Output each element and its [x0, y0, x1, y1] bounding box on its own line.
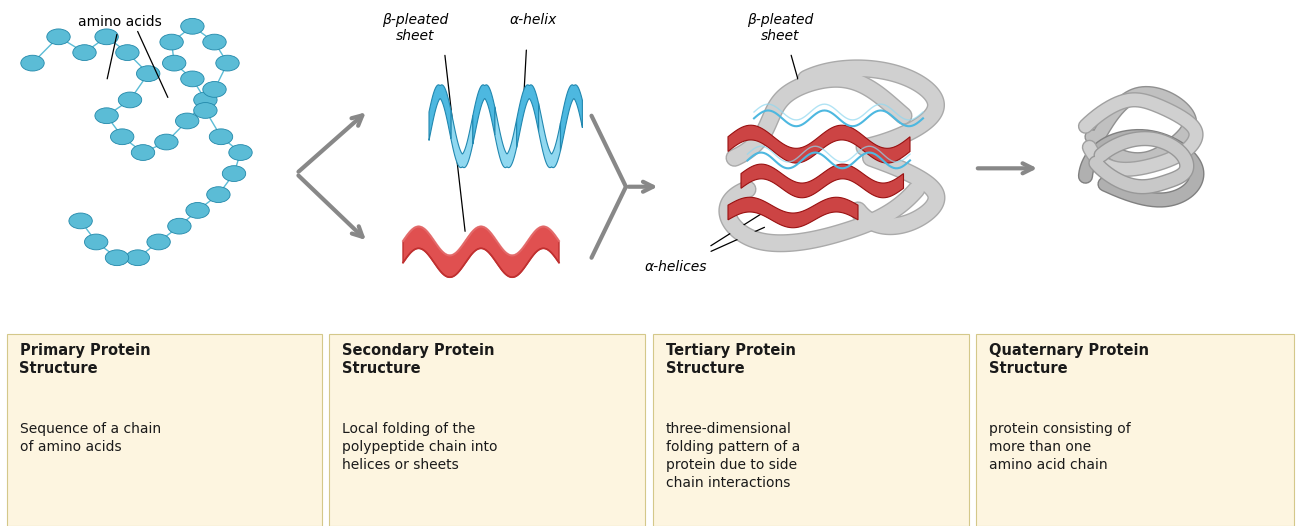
Ellipse shape [203, 34, 226, 50]
Polygon shape [451, 110, 473, 168]
Text: Secondary Protein
Structure: Secondary Protein Structure [342, 343, 494, 377]
Ellipse shape [162, 55, 186, 71]
Text: α-helices: α-helices [645, 260, 707, 275]
Text: three-dimensional
folding pattern of a
protein due to side
chain interactions: three-dimensional folding pattern of a p… [666, 422, 800, 490]
Ellipse shape [181, 18, 204, 34]
Ellipse shape [181, 71, 204, 87]
Polygon shape [429, 85, 451, 140]
Text: β-pleated
sheet: β-pleated sheet [382, 13, 447, 43]
Ellipse shape [73, 45, 96, 60]
Polygon shape [473, 85, 495, 144]
Ellipse shape [155, 134, 178, 150]
Ellipse shape [131, 145, 155, 160]
Ellipse shape [69, 213, 92, 229]
FancyBboxPatch shape [976, 334, 1294, 526]
Text: Sequence of a chain
of amino acids: Sequence of a chain of amino acids [20, 422, 161, 454]
Text: Local folding of the
polypeptide chain into
helices or sheets: Local folding of the polypeptide chain i… [342, 422, 498, 472]
Ellipse shape [209, 129, 233, 145]
Ellipse shape [105, 250, 129, 266]
Polygon shape [741, 164, 903, 198]
Text: Tertiary Protein
Structure: Tertiary Protein Structure [666, 343, 796, 377]
Ellipse shape [136, 66, 160, 82]
Ellipse shape [216, 55, 239, 71]
Ellipse shape [229, 145, 252, 160]
Ellipse shape [118, 92, 142, 108]
Ellipse shape [207, 187, 230, 203]
Ellipse shape [222, 166, 246, 181]
Ellipse shape [111, 129, 134, 145]
Text: Primary Protein
Structure: Primary Protein Structure [20, 343, 150, 377]
Ellipse shape [126, 250, 150, 266]
Ellipse shape [176, 113, 199, 129]
Ellipse shape [168, 218, 191, 234]
Ellipse shape [84, 234, 108, 250]
Text: β-pleated
sheet: β-pleated sheet [747, 13, 812, 43]
Ellipse shape [194, 103, 217, 118]
Polygon shape [516, 85, 538, 147]
Polygon shape [560, 85, 582, 150]
Text: α-helix: α-helix [510, 13, 556, 27]
Polygon shape [728, 197, 858, 228]
Ellipse shape [21, 55, 44, 71]
Text: amino acids: amino acids [78, 15, 161, 79]
Ellipse shape [203, 82, 226, 97]
Polygon shape [403, 227, 559, 277]
Polygon shape [538, 104, 560, 168]
Text: Quaternary Protein
Structure: Quaternary Protein Structure [989, 343, 1149, 377]
Ellipse shape [160, 34, 183, 50]
Ellipse shape [47, 29, 70, 45]
Polygon shape [495, 107, 516, 168]
Ellipse shape [194, 92, 217, 108]
Ellipse shape [95, 108, 118, 124]
Polygon shape [728, 125, 910, 163]
Ellipse shape [147, 234, 170, 250]
FancyBboxPatch shape [6, 334, 322, 526]
Ellipse shape [95, 29, 118, 45]
FancyBboxPatch shape [329, 334, 645, 526]
Ellipse shape [186, 203, 209, 218]
FancyBboxPatch shape [653, 334, 968, 526]
Ellipse shape [116, 45, 139, 60]
Text: protein consisting of
more than one
amino acid chain: protein consisting of more than one amin… [989, 422, 1131, 472]
